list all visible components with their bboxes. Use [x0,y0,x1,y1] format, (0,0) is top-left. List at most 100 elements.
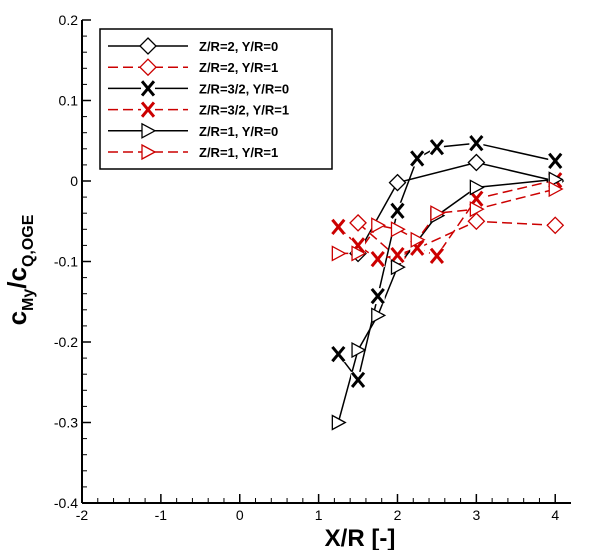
x-tick-label: -1 [155,507,168,523]
data-point [388,173,407,192]
data-point [141,143,157,161]
data-point [140,80,156,97]
data-point [467,153,486,172]
data-point [371,217,387,234]
legend-entry: Z/R=1, Y/R=1 [108,143,278,161]
legend-entry: Z/R=1, Y/R=0 [108,122,278,139]
data-point [429,139,445,156]
x-tick-label: 0 [236,507,244,523]
data-point [349,213,367,232]
legend-entry: Z/R=2, Y/R=0 [108,37,278,55]
y-axis-title: cMy/cQ,OGE [2,214,37,325]
series-1 [357,161,556,254]
series-line [357,220,556,259]
series-line [338,188,556,255]
x-tick-label: -2 [76,507,89,523]
data-point [331,245,347,262]
data-point [469,179,485,196]
data-point-cross [429,139,445,156]
data-point [370,250,385,268]
data-point [410,239,425,256]
data-point [390,246,405,264]
data-point-cross [390,202,405,219]
legend-entry: Z/R=3/2, Y/R=1 [108,101,289,118]
data-point [390,221,406,238]
data-point-cross [469,135,484,152]
data-point-cross [370,288,385,305]
data-point [141,122,157,139]
y-tick-label: -0.2 [54,334,78,350]
data-point [548,180,564,198]
y-axis-title-mid: /c [2,267,32,289]
y-axis-title-sub2: Q,OGE [20,214,37,267]
x-tick-label: 4 [551,507,559,523]
series-2 [357,220,556,259]
data-point [371,307,387,324]
data-point [390,259,406,276]
y-tick-label: 0 [70,173,78,189]
data-point-cross [410,150,425,167]
series-6 [338,188,556,255]
data-point [546,216,565,235]
data-point [351,245,367,262]
y-tick-label: 0.2 [59,12,79,28]
data-point [331,218,346,235]
data-point [469,201,485,218]
data-point [370,288,385,305]
legend-label: Z/R=2, Y/R=0 [199,39,278,54]
data-point [469,135,484,152]
data-point [351,341,367,359]
data-point [410,150,425,167]
data-point-cross [331,345,346,363]
data-point [430,205,446,222]
data-point [548,152,563,169]
legend-label: Z/R=3/2, Y/R=0 [199,81,289,96]
data-point [390,202,405,219]
data-point [331,414,347,431]
y-axis-title-sub1: My [20,289,37,311]
plot-area [331,135,565,431]
y-axis-title-main: c [2,311,32,325]
series-1-markers [349,153,565,263]
y-tick-label: -0.1 [54,254,78,270]
data-point-cross [331,218,346,235]
axes: -0.4 -0.3 -0.2 -0.1 0 0.1 0.2 -2 -1 0 1 2 3 4 [54,12,571,523]
legend-label: Z/R=2, Y/R=1 [199,60,278,75]
series-line [357,161,556,254]
y-tick-label: -0.3 [54,415,78,431]
legend-box [99,28,333,170]
data-point [469,190,484,207]
series-6-markers [331,180,564,262]
x-tick-label: 2 [394,507,402,523]
x-axis-title: X/R [-] [325,525,396,550]
data-point [548,171,564,188]
data-point [139,37,157,55]
legend-label: Z/R=1, Y/R=0 [199,124,278,139]
data-point-cross [548,152,563,169]
legend: Z/R=2, Y/R=0 Z/R=2, Y/R=1 Z/R=3/2, Y/R=0 Z/… [99,28,333,170]
series-3-markers [331,135,563,388]
data-point [429,247,445,264]
data-point [467,212,486,231]
data-point-cross [390,246,405,264]
data-point-cross [140,80,156,97]
data-point-cross [469,190,484,207]
y-tick-label: -0.4 [54,495,78,511]
series-4 [337,179,556,260]
data-point-cross [370,250,385,268]
data-point [350,371,366,388]
y-tick-label: 0.1 [59,93,79,109]
legend-entry: Z/R=3/2, Y/R=0 [108,80,289,97]
data-point-cross [429,247,445,264]
data-point [410,231,426,248]
legend-label: Z/R=3/2, Y/R=1 [199,103,289,118]
data-point [140,101,156,118]
data-point [139,58,157,77]
series-line [337,179,556,260]
data-point-cross [140,101,156,118]
x-tick-label: 3 [472,507,480,523]
data-point-cross [350,371,366,388]
legend-entry: Z/R=2, Y/R=1 [108,58,278,77]
legend-label: Z/R=1, Y/R=1 [199,145,278,160]
